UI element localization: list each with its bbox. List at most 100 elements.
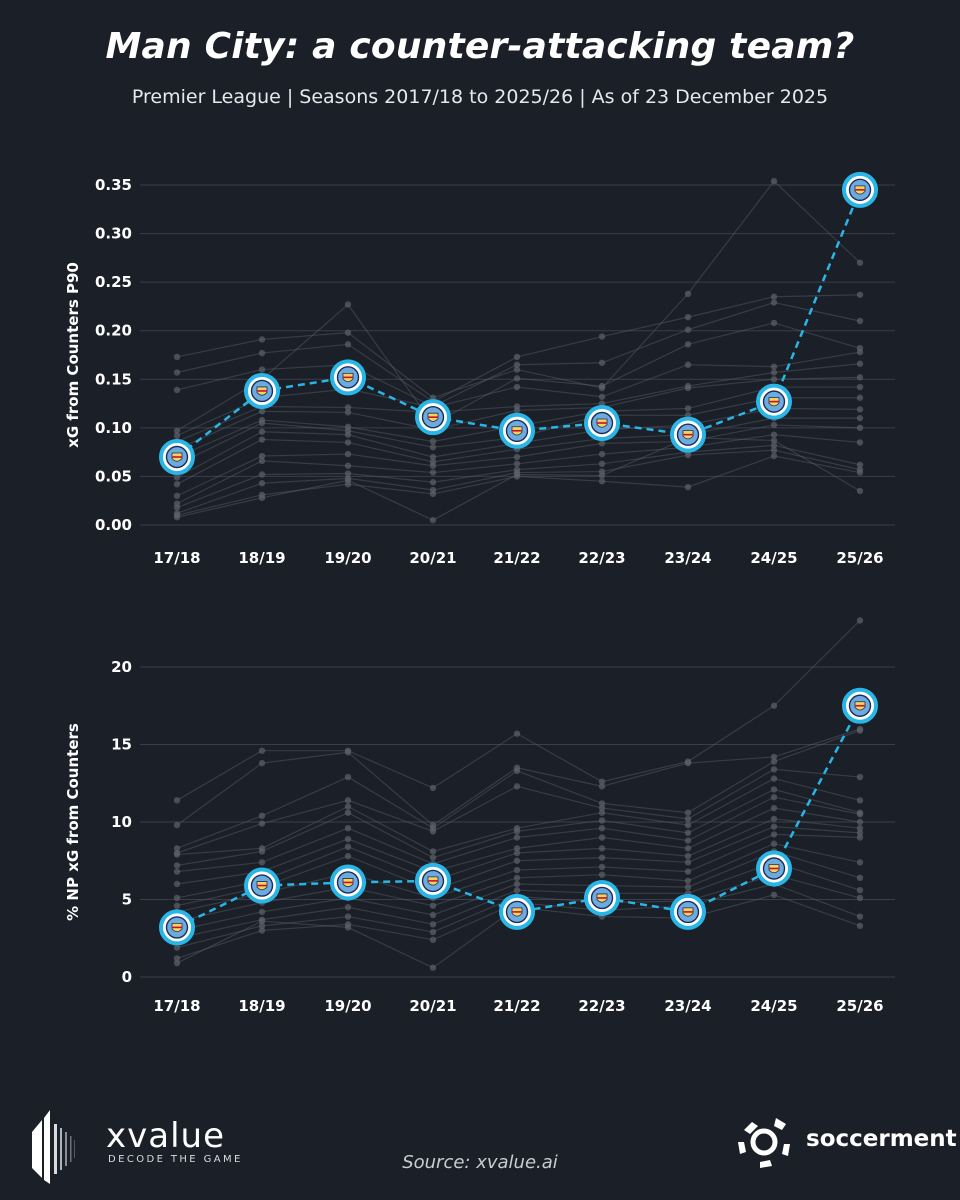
p90-team-point bbox=[344, 301, 352, 308]
pct-team-point bbox=[770, 702, 778, 709]
p90-team-point bbox=[856, 469, 864, 476]
pct-team-point bbox=[856, 818, 864, 826]
p90-team-point bbox=[598, 333, 606, 340]
pct-team-point bbox=[344, 825, 352, 832]
p90-team-point bbox=[598, 472, 606, 479]
p90-y-tick-label: 0.30 bbox=[95, 225, 132, 243]
p90-team-point bbox=[513, 375, 521, 382]
p90-x-tick-label: 20/21 bbox=[409, 549, 456, 567]
pct-team-point bbox=[770, 891, 778, 899]
pct-team-point bbox=[770, 794, 778, 801]
p90-y-tick-label: 0.00 bbox=[95, 516, 132, 534]
pct-team-point bbox=[258, 922, 266, 930]
pct-x-tick-label: 24/25 bbox=[750, 997, 797, 1015]
p90-team-point bbox=[344, 462, 352, 469]
soccerment-wordmark: soccerment bbox=[806, 1126, 957, 1152]
pct-team-point bbox=[684, 837, 692, 844]
pct-team-point bbox=[770, 766, 778, 773]
p90-team-point bbox=[429, 438, 437, 445]
p90-team-point bbox=[513, 383, 521, 391]
pct-team-point bbox=[598, 817, 606, 824]
p90-team-point bbox=[429, 444, 437, 451]
p90-team-point bbox=[429, 516, 437, 524]
p90-team-point bbox=[770, 293, 778, 300]
pct-team-point bbox=[173, 845, 181, 852]
pct-team-point bbox=[344, 797, 352, 804]
pct-team-point bbox=[429, 921, 437, 928]
p90-x-tick-label: 21/22 bbox=[493, 549, 540, 567]
p90-team-point bbox=[684, 341, 692, 348]
p90-team-point bbox=[344, 450, 352, 458]
p90-team-point bbox=[258, 494, 266, 501]
pct-team-point bbox=[598, 783, 606, 790]
p90-man-city-point bbox=[244, 372, 280, 409]
xvalue-wordmark: xvalue bbox=[106, 1116, 225, 1156]
p90-y-tick-label: 0.15 bbox=[95, 370, 132, 388]
p90-team-point bbox=[856, 374, 864, 381]
pct-team-point bbox=[344, 809, 352, 816]
pct-team-point bbox=[173, 880, 181, 888]
pct-team-point bbox=[173, 862, 181, 869]
p90-team-point bbox=[684, 384, 692, 392]
xvalue-logo-icon bbox=[32, 1110, 75, 1184]
pct-team-point bbox=[513, 828, 521, 835]
pct-team-point bbox=[429, 828, 437, 835]
pct-team-point bbox=[684, 883, 692, 891]
pct-team-point bbox=[258, 927, 266, 934]
soccerment-brand: soccerment bbox=[732, 1110, 957, 1174]
pct-team-point bbox=[513, 767, 521, 775]
pct-team-point bbox=[258, 820, 266, 827]
pct-team-point bbox=[258, 848, 266, 855]
p90-team-point bbox=[173, 353, 181, 361]
pct-team-point bbox=[344, 924, 352, 931]
p90-team-point bbox=[684, 361, 692, 368]
pct-team-point bbox=[258, 918, 266, 925]
pct-team-point bbox=[770, 823, 778, 830]
p90-man-city-point bbox=[499, 412, 535, 449]
pct-team-point bbox=[856, 811, 864, 818]
pct-team-point bbox=[856, 773, 864, 781]
pct-team-point bbox=[513, 880, 521, 888]
pct-team-point bbox=[258, 759, 266, 767]
p90-team-point bbox=[598, 478, 606, 485]
p90-team-point bbox=[513, 471, 521, 478]
p90-team-point bbox=[770, 369, 778, 376]
p90-team-point bbox=[770, 299, 778, 306]
pct-team-point bbox=[173, 821, 181, 829]
p90-team-point bbox=[770, 452, 778, 460]
pct-man-city-crest-icon bbox=[670, 893, 706, 930]
pct-team-point bbox=[258, 859, 266, 866]
xvalue-brand: xvalue DECODE THE GAME bbox=[28, 1106, 248, 1186]
pct-team-point bbox=[856, 834, 864, 841]
p90-team-point bbox=[258, 436, 266, 443]
pct-team-point bbox=[856, 894, 864, 902]
pct-team-point bbox=[598, 825, 606, 832]
p90-man-city-crest-icon bbox=[584, 405, 620, 441]
pct-x-tick-label: 25/26 bbox=[836, 997, 883, 1015]
p90-team-point bbox=[856, 291, 864, 298]
p90-team-point bbox=[344, 431, 352, 438]
xvalue-tagline: DECODE THE GAME bbox=[108, 1154, 243, 1165]
p90-team-point bbox=[513, 407, 521, 414]
p90-team-point bbox=[344, 470, 352, 477]
p90-team-point bbox=[513, 361, 521, 368]
pct-team-point bbox=[344, 773, 352, 781]
pct-y-tick-label: 15 bbox=[111, 736, 132, 754]
pct-team-point bbox=[770, 804, 778, 812]
p90-team-point bbox=[770, 177, 778, 185]
p90-y-axis-label: xG from Counters P90 bbox=[64, 262, 82, 448]
pct-team-point bbox=[856, 874, 864, 881]
p90-x-tick-label: 23/24 bbox=[664, 549, 711, 567]
p90-team-point bbox=[598, 382, 606, 390]
p90-team-point bbox=[258, 336, 266, 343]
p90-team-point bbox=[344, 341, 352, 348]
p90-team-point bbox=[684, 326, 692, 333]
p90-man-city-point bbox=[330, 359, 366, 396]
p90-team-point bbox=[513, 366, 521, 373]
pct-team-point bbox=[770, 840, 778, 847]
p90-team-point bbox=[770, 431, 778, 438]
p90-team-point bbox=[173, 386, 181, 394]
p90-y-tick-label: 0.05 bbox=[95, 467, 132, 485]
pct-man-city-point bbox=[244, 867, 280, 904]
pct-man-city-point bbox=[415, 862, 451, 899]
